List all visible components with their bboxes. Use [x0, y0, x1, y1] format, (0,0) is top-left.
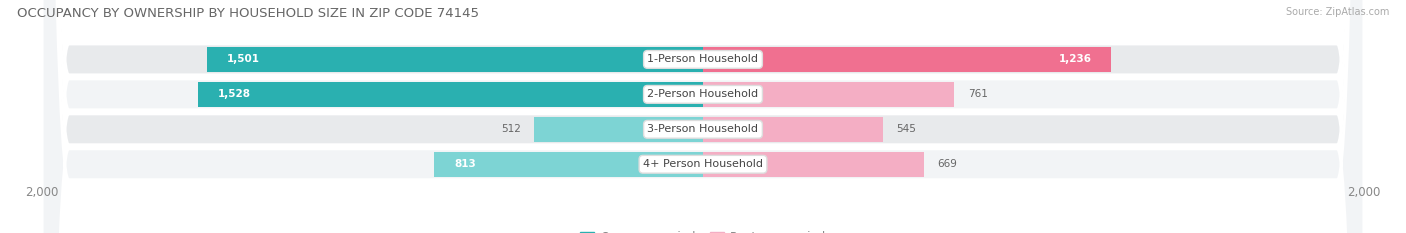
Text: 545: 545: [896, 124, 917, 134]
Bar: [434, 152, 703, 177]
Text: 512: 512: [501, 124, 520, 134]
Text: OCCUPANCY BY OWNERSHIP BY HOUSEHOLD SIZE IN ZIP CODE 74145: OCCUPANCY BY OWNERSHIP BY HOUSEHOLD SIZE…: [17, 7, 479, 20]
FancyBboxPatch shape: [42, 0, 1364, 233]
Text: 3-Person Household: 3-Person Household: [648, 124, 758, 134]
Text: 761: 761: [967, 89, 987, 99]
Bar: [703, 47, 1111, 72]
Text: 4+ Person Household: 4+ Person Household: [643, 159, 763, 169]
Text: 1-Person Household: 1-Person Household: [648, 55, 758, 64]
Bar: [534, 117, 703, 142]
Bar: [207, 47, 703, 72]
Text: 813: 813: [454, 159, 477, 169]
Text: 1,501: 1,501: [226, 55, 260, 64]
FancyBboxPatch shape: [42, 0, 1364, 233]
Text: 669: 669: [938, 159, 957, 169]
Text: Source: ZipAtlas.com: Source: ZipAtlas.com: [1285, 7, 1389, 17]
Bar: [703, 152, 924, 177]
Bar: [703, 117, 883, 142]
Text: 2-Person Household: 2-Person Household: [647, 89, 759, 99]
Bar: [198, 82, 703, 107]
Text: 1,236: 1,236: [1059, 55, 1091, 64]
Bar: [703, 82, 955, 107]
FancyBboxPatch shape: [42, 0, 1364, 233]
Text: 1,528: 1,528: [218, 89, 250, 99]
Legend: Owner-occupied, Renter-occupied: Owner-occupied, Renter-occupied: [575, 226, 831, 233]
FancyBboxPatch shape: [42, 0, 1364, 233]
